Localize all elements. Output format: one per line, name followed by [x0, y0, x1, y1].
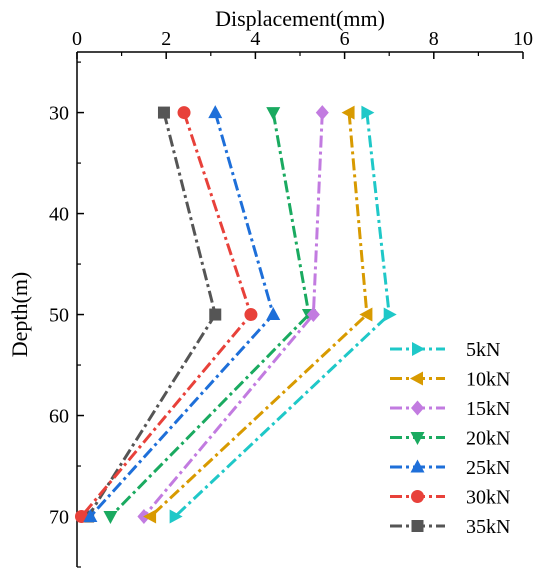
series-25kn — [83, 105, 281, 523]
data-point-25kn — [266, 307, 281, 321]
legend-label-30kn: 30kN — [466, 487, 510, 509]
legend-label-15kn: 15kN — [466, 398, 510, 420]
series-line-10kn — [149, 112, 369, 518]
axes: 0 2 4 6 8 10 30 40 50 60 70 — [49, 28, 533, 568]
data-point-10kn — [359, 307, 373, 322]
legend-label-20kn: 20kN — [466, 428, 510, 450]
series-line-20kn — [109, 112, 311, 518]
y-tick-label: 30 — [49, 103, 69, 125]
legend-marker-25kn — [410, 459, 425, 473]
data-point-5kn — [383, 307, 397, 322]
data-point-15kn — [306, 307, 320, 323]
x-tick-label: 10 — [513, 28, 533, 50]
series-line-30kn — [80, 112, 253, 518]
legend-label-5kn: 5kN — [466, 339, 500, 361]
legend-marker-5kn — [412, 342, 425, 356]
y-tick-label: 40 — [49, 204, 69, 226]
legend-item-20kn: 20kN — [390, 428, 510, 450]
legend-marker-35kn — [411, 520, 424, 532]
legend: 5kN 10kN 15kN 20kN 25kN 30kN 35kN — [390, 339, 510, 538]
data-point-20kn — [103, 511, 118, 525]
x-axis-title: Displacement(mm) — [215, 6, 385, 31]
legend-item-15kn: 15kN — [390, 398, 510, 420]
x-tick-label: 4 — [250, 28, 260, 50]
series-5kn — [169, 105, 397, 524]
legend-item-25kn: 25kN — [390, 457, 510, 479]
legend-item-35kn: 35kN — [390, 516, 510, 538]
series-layer — [74, 105, 397, 525]
series-35kn — [82, 106, 222, 523]
legend-item-5kn: 5kN — [390, 339, 500, 361]
legend-marker-15kn — [411, 400, 424, 416]
data-point-30kn — [177, 106, 191, 120]
legend-label-25kn: 25kN — [466, 457, 510, 479]
legend-item-10kn: 10kN — [390, 369, 510, 391]
data-point-25kn — [83, 509, 98, 523]
y-axis-title: Depth(m) — [7, 272, 32, 358]
data-point-10kn — [143, 509, 157, 524]
data-point-15kn — [315, 105, 329, 121]
data-point-25kn — [208, 105, 223, 119]
legend-marker-20kn — [410, 432, 425, 445]
x-tick-label: 2 — [161, 28, 171, 50]
data-point-35kn — [209, 308, 222, 321]
legend-label-10kn: 10kN — [466, 369, 510, 391]
legend-marker-30kn — [411, 490, 424, 503]
y-tick-label: 50 — [49, 305, 69, 327]
data-point-35kn — [157, 106, 170, 119]
legend-item-30kn: 30kN — [390, 487, 510, 509]
legend-label-35kn: 35kN — [466, 516, 510, 538]
data-point-5kn — [169, 509, 183, 524]
y-tick-label: 70 — [49, 507, 69, 529]
data-point-10kn — [341, 105, 355, 120]
y-tick-label: 60 — [49, 406, 69, 428]
series-line-5kn — [174, 112, 391, 518]
series-10kn — [143, 105, 373, 524]
x-tick-label: 8 — [429, 28, 439, 50]
data-point-5kn — [361, 105, 375, 120]
x-tick-label: 6 — [340, 28, 350, 50]
data-point-20kn — [266, 107, 281, 121]
legend-marker-10kn — [410, 371, 423, 386]
data-point-30kn — [244, 308, 258, 322]
x-tick-label: 0 — [72, 28, 82, 50]
